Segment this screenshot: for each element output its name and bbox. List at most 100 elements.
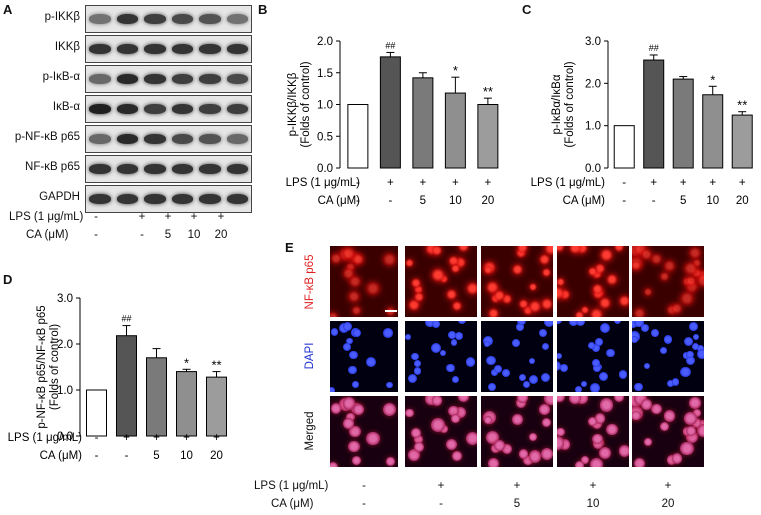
lps-label: LPS (1 μg/mL): [8, 432, 83, 444]
blot-band: [199, 104, 221, 114]
cell-nucleus: [680, 366, 691, 378]
cell-nucleus: [666, 454, 677, 465]
cell-nucleus: [343, 268, 355, 279]
significance-mark: ##: [121, 314, 131, 324]
cell-nucleus: [346, 263, 355, 272]
cell-nucleus: [663, 410, 676, 422]
cell-nucleus: [452, 375, 460, 384]
y-axis-label: (Folds of control): [49, 324, 61, 410]
blot-band: [226, 164, 248, 174]
lps-value: +: [739, 177, 746, 189]
cell-nucleus: [518, 449, 529, 459]
lps-value: +: [709, 177, 716, 189]
blot-band: [89, 14, 111, 24]
cell-nucleus: [592, 358, 601, 367]
bar: [672, 78, 694, 169]
cell-nucleus: [557, 361, 562, 372]
cell-nucleus: [342, 322, 353, 332]
cell-nucleus: [383, 327, 393, 338]
cell-nucleus: [366, 356, 377, 367]
ca-value: 20: [481, 195, 494, 207]
cell-nucleus: [454, 406, 467, 418]
cell-nucleus: [613, 246, 624, 252]
cell-nucleus: [666, 379, 674, 388]
bar: [444, 92, 466, 169]
blot-row-label: p-NF-κB p65: [14, 131, 80, 143]
blot-band: [199, 44, 221, 54]
blot-strip: [85, 185, 252, 213]
cell-nucleus: [383, 402, 397, 416]
blot-band: [199, 164, 221, 174]
cell-nucleus: [544, 246, 553, 256]
row-label-nfkb: NF-κB p65: [304, 254, 316, 310]
cell-nucleus: [446, 364, 455, 373]
cell-nucleus: [330, 253, 342, 264]
cell-nucleus: [593, 289, 604, 300]
cell-nucleus: [330, 311, 338, 317]
dapi-image: [405, 321, 477, 392]
blot-ca-value: 20: [214, 229, 228, 241]
micro-lps-value: -: [362, 480, 366, 492]
cell-nucleus: [501, 368, 510, 377]
cell-nucleus: [493, 440, 505, 451]
nfkb-image: [632, 246, 704, 317]
blot-lps-value: +: [190, 211, 198, 223]
panel-label-c: C: [522, 2, 532, 17]
cell-nucleus: [352, 328, 362, 338]
bar: [86, 389, 107, 437]
micro-lps-value: +: [437, 480, 445, 492]
lps-value: +: [420, 177, 427, 189]
cell-nucleus: [366, 431, 380, 446]
cell-nucleus: [407, 373, 418, 384]
cell-nucleus: [493, 365, 502, 374]
blot-band: [199, 74, 221, 84]
cell-nucleus: [407, 298, 421, 312]
significance-mark: ##: [649, 43, 659, 53]
ca-value: -: [125, 450, 129, 462]
lps-label: LPS (1 μg/mL): [531, 177, 606, 189]
cell-nucleus: [684, 412, 697, 425]
y-tick-label: 0.0: [57, 431, 73, 443]
micro-lps-value: +: [664, 480, 672, 492]
cell-nucleus: [599, 323, 610, 334]
blot-band: [89, 164, 111, 174]
lps-value: -: [95, 432, 99, 444]
cell-nucleus: [516, 398, 527, 409]
cell-nucleus: [598, 446, 611, 460]
cell-nucleus: [559, 289, 571, 300]
cell-nucleus: [599, 248, 614, 262]
cell-nucleus: [343, 418, 355, 429]
dapi-image: [557, 321, 629, 392]
cell-nucleus: [591, 343, 600, 352]
bar: [347, 104, 369, 169]
blot-band: [89, 134, 111, 144]
y-axis-label: p-IκBα/IκBα: [551, 74, 563, 134]
cell-nucleus: [592, 433, 603, 445]
panel-label-e: E: [285, 240, 294, 255]
bar: [702, 94, 724, 169]
bar: [116, 335, 137, 437]
nfkb-image: [557, 246, 629, 317]
blot-strip: [85, 155, 252, 183]
cell-nucleus: [518, 299, 529, 309]
cell-nucleus: [588, 341, 595, 349]
cell-nucleus: [457, 396, 469, 403]
cell-nucleus: [486, 355, 496, 366]
blot-strip: [85, 95, 252, 123]
cell-nucleus: [574, 385, 582, 392]
cell-nucleus: [410, 352, 419, 361]
cell-nucleus: [454, 256, 467, 268]
cell-nucleus: [451, 414, 460, 423]
cell-nucleus: [557, 436, 565, 450]
bar: [412, 77, 434, 169]
cell-nucleus: [557, 246, 566, 253]
cell-nucleus: [330, 386, 336, 392]
ca-value: -: [622, 195, 626, 207]
bar: [477, 104, 499, 169]
blot-band: [144, 104, 166, 114]
cell-nucleus: [343, 343, 352, 352]
blot-band: [116, 194, 138, 204]
cell-nucleus: [483, 265, 493, 275]
lps-value: +: [650, 177, 657, 189]
cell-nucleus: [651, 329, 659, 337]
